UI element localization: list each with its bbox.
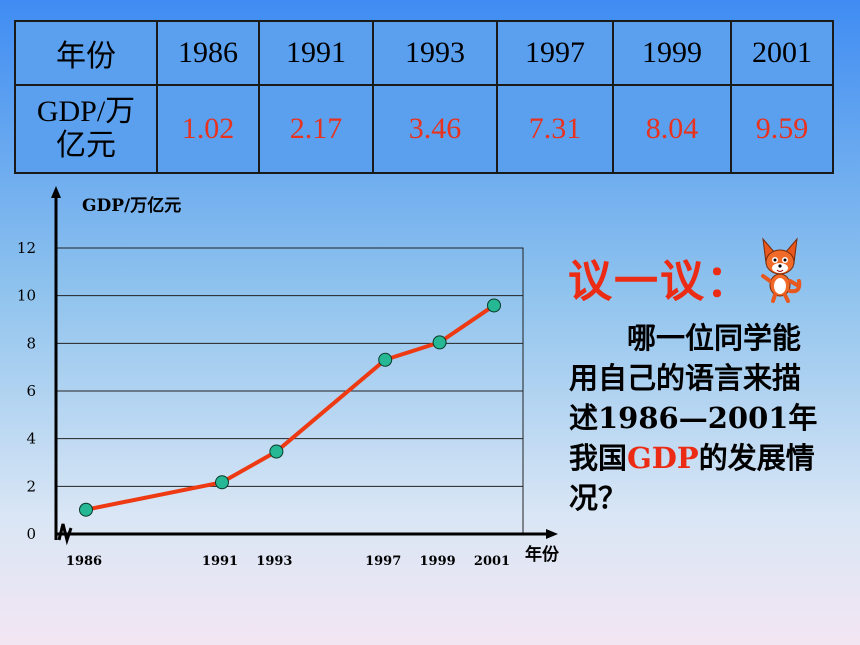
- x-tick-label: 2001: [474, 554, 510, 569]
- data-point: [487, 298, 501, 313]
- grid-lines: [56, 295, 523, 487]
- y-tick-labels: 0 2 4 6 8 10 12: [17, 239, 36, 543]
- x-axis-arrow: [546, 529, 558, 539]
- fox-mascot-icon: [761, 237, 802, 303]
- data-point: [432, 335, 447, 350]
- x-tick-label: 1986: [66, 554, 102, 569]
- table-header-year: 年份: [14, 20, 158, 86]
- table-header-gdp-line1: GDP/万: [36, 94, 136, 128]
- x-tick-label: 1997: [365, 554, 401, 569]
- table-row-gdp: GDP/万 亿元 1.02 2.17 3.46 7.31 8.04 9.59: [14, 84, 834, 174]
- table-cell-year: 1997: [496, 20, 614, 86]
- table-cell-gdp: 8.04: [612, 84, 732, 174]
- table-cell-gdp: 3.46: [372, 84, 498, 174]
- x-tick-label: 1991: [202, 554, 238, 569]
- y-tick-label: 10: [17, 287, 36, 305]
- table-cell-year: 1993: [372, 20, 498, 86]
- discussion-question: 哪一位同学能用自己的语言来描述1986—2001年我国GDP的发展情况？: [569, 318, 829, 518]
- y-tick-label: 0: [26, 525, 36, 543]
- gdp-line-chart: 0 2 4 6 8 10 12 1986 1991 1993 1997 1999 2001 GDP/万…: [17, 186, 560, 569]
- x-tick-label: 1999: [420, 554, 456, 569]
- table-cell-gdp: 9.59: [730, 84, 834, 174]
- table-row-year: 年份 1986 1991 1993 1997 1999 2001: [14, 20, 834, 86]
- y-tick-label: 6: [26, 382, 36, 400]
- table-header-gdp: GDP/万 亿元: [14, 84, 158, 174]
- x-tick-labels: 1986 1991 1993 1997 1999 2001: [66, 554, 510, 569]
- data-point: [79, 502, 93, 517]
- table-header-gdp-line2: 亿元: [56, 129, 116, 162]
- question-highlight: GDP: [627, 441, 699, 475]
- y-tick-label: 4: [26, 430, 36, 448]
- question-text-end: 的发展情况？: [569, 441, 815, 515]
- table-cell-gdp: 7.31: [496, 84, 614, 174]
- table-cell-year: 1986: [156, 20, 260, 86]
- data-markers: [79, 298, 501, 517]
- y-axis-arrow: [51, 186, 61, 198]
- data-point: [378, 352, 393, 367]
- y-tick-label: 2: [26, 477, 36, 495]
- table-cell-year: 1991: [258, 20, 374, 86]
- table-cell-year: 1999: [612, 20, 732, 86]
- y-axis-label: GDP/万亿元: [82, 195, 181, 216]
- x-axis-label: 年份: [525, 544, 560, 565]
- discussion-title: 议一议：: [568, 256, 752, 307]
- data-point: [215, 475, 229, 490]
- series-line: [85, 303, 496, 512]
- gdp-data-table: 年份 1986 1991 1993 1997 1999 2001 GDP/万 亿…: [14, 20, 834, 174]
- table-cell-year: 2001: [730, 20, 834, 86]
- question-text: 哪一位同学能用自己的语言来描述1986—2001年我国: [569, 321, 818, 475]
- table-cell-gdp: 1.02: [156, 84, 260, 174]
- axis-break-mark: [57, 523, 73, 546]
- y-tick-label: 8: [26, 334, 36, 352]
- y-tick-label: 12: [17, 239, 36, 257]
- x-tick-label: 1993: [256, 554, 292, 569]
- data-point: [269, 444, 284, 459]
- table-cell-gdp: 2.17: [258, 84, 374, 174]
